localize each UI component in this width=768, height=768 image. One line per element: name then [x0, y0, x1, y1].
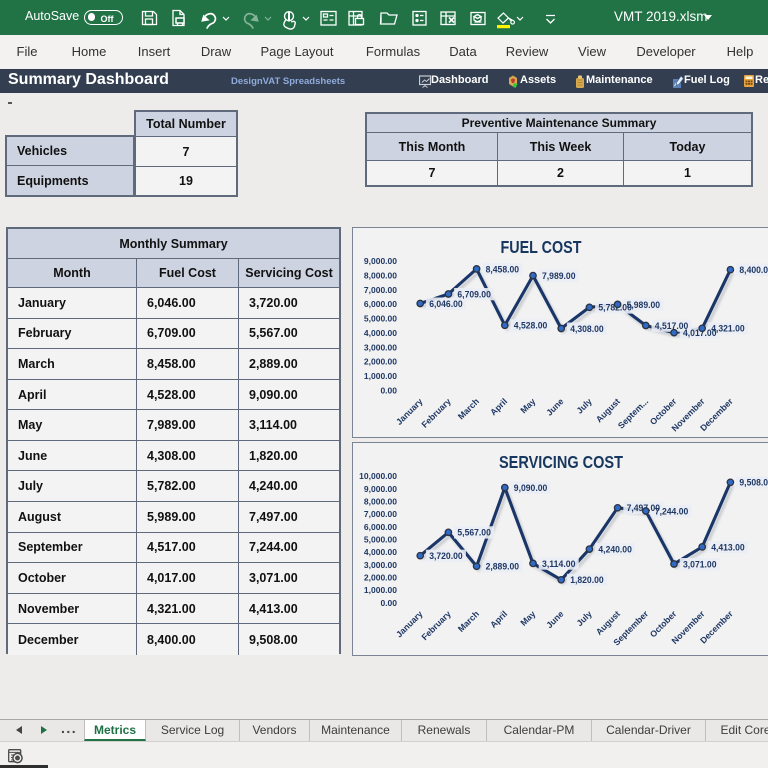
svg-text:4,240.00: 4,240.00 — [598, 545, 632, 555]
svg-text:3,071.00: 3,071.00 — [683, 559, 717, 569]
svg-text:6,046.00: 6,046.00 — [429, 299, 463, 309]
svg-text:3,114.00: 3,114.00 — [542, 559, 576, 569]
svg-text:Septem...: Septem... — [616, 396, 650, 430]
svg-text:1,820.00: 1,820.00 — [570, 575, 604, 585]
svg-text:May: May — [518, 396, 537, 415]
svg-text:9,000.00: 9,000.00 — [364, 484, 397, 494]
svg-text:July: July — [574, 396, 593, 415]
svg-text:10,000.00: 10,000.00 — [359, 471, 397, 481]
svg-text:July: July — [574, 609, 593, 628]
svg-text:8,000.00: 8,000.00 — [364, 496, 397, 506]
svg-text:4,017.00: 4,017.00 — [683, 328, 717, 338]
svg-text:5,989.00: 5,989.00 — [627, 300, 661, 310]
svg-text:4,517.00: 4,517.00 — [655, 321, 689, 331]
svg-text:April: April — [488, 396, 509, 417]
svg-text:April: April — [488, 609, 509, 630]
svg-text:FUEL COST: FUEL COST — [501, 237, 582, 257]
svg-text:0.00: 0.00 — [380, 385, 397, 395]
svg-text:7,000.00: 7,000.00 — [364, 509, 397, 519]
svg-text:4,308.00: 4,308.00 — [570, 324, 604, 334]
svg-text:7,989.00: 7,989.00 — [542, 271, 576, 281]
svg-text:June: June — [544, 396, 566, 418]
svg-text:5,782.00: 5,782.00 — [598, 303, 632, 313]
svg-text:1,000.00: 1,000.00 — [364, 371, 397, 381]
svg-text:7,000.00: 7,000.00 — [364, 285, 397, 295]
svg-text:9,508.00: 9,508.00 — [739, 478, 768, 488]
svg-text:6,000.00: 6,000.00 — [364, 522, 397, 532]
svg-text:7,244.00: 7,244.00 — [655, 506, 689, 516]
svg-text:4,528.00: 4,528.00 — [514, 321, 548, 331]
svg-text:4,321.00: 4,321.00 — [711, 324, 745, 334]
svg-text:3,000.00: 3,000.00 — [364, 560, 397, 570]
svg-text:March: March — [456, 396, 481, 421]
svg-text:4,413.00: 4,413.00 — [711, 542, 745, 552]
svg-text:5,000.00: 5,000.00 — [364, 535, 397, 545]
svg-text:0.00: 0.00 — [380, 598, 397, 608]
svg-text:February: February — [419, 396, 452, 429]
svg-text:9,000.00: 9,000.00 — [364, 256, 397, 266]
svg-text:2,889.00: 2,889.00 — [486, 562, 519, 572]
svg-text:8,458.00: 8,458.00 — [486, 264, 519, 274]
svg-text:5,000.00: 5,000.00 — [364, 314, 397, 324]
svg-text:February: February — [419, 609, 452, 642]
svg-text:May: May — [518, 609, 537, 628]
svg-text:3,720.00: 3,720.00 — [429, 551, 463, 561]
svg-text:3,000.00: 3,000.00 — [364, 342, 397, 352]
svg-text:8,400.00: 8,400.00 — [739, 265, 768, 275]
svg-text:2,000.00: 2,000.00 — [364, 573, 397, 583]
svg-text:6,709.00: 6,709.00 — [457, 289, 491, 299]
svg-text:8,000.00: 8,000.00 — [364, 271, 397, 281]
svg-text:4,000.00: 4,000.00 — [364, 328, 397, 338]
svg-text:1,000.00: 1,000.00 — [364, 585, 397, 595]
svg-text:9,090.00: 9,090.00 — [514, 483, 548, 493]
svg-text:June: June — [544, 609, 566, 631]
svg-text:March: March — [456, 609, 481, 634]
svg-text:4,000.00: 4,000.00 — [364, 547, 397, 557]
svg-text:SERVICING COST: SERVICING COST — [499, 452, 623, 472]
svg-text:6,000.00: 6,000.00 — [364, 299, 397, 309]
svg-text:2,000.00: 2,000.00 — [364, 357, 397, 367]
svg-text:5,567.00: 5,567.00 — [457, 528, 491, 538]
